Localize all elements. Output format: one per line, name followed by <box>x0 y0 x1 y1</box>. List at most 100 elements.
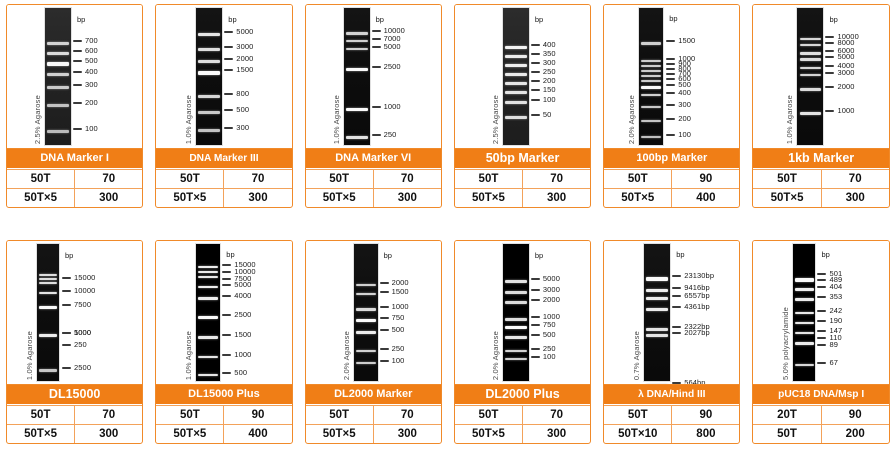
gel-band <box>38 278 58 280</box>
bp-header-label: bp <box>669 14 678 23</box>
ladder-tick <box>530 99 540 101</box>
ladder-tick <box>224 109 234 111</box>
product-card-dna-marker-iii[interactable]: 1.0% Agarose bp 5000 3000 2000 1500 800 500 300 D… <box>155 4 293 208</box>
spec-price: 200 <box>845 428 865 440</box>
ladder-tick <box>666 73 676 75</box>
gel-band <box>504 301 527 304</box>
ladder-tick <box>666 63 676 65</box>
product-card-1kb-marker[interactable]: 1.0% Agarose bp 10000 8000 6000 5000 4000 3000 2… <box>752 4 890 208</box>
bp-header-label: bp <box>383 251 392 260</box>
spec-row: 50T×5 300 <box>753 188 889 207</box>
product-card-dl2000-marker[interactable]: 2.0% Agarose bp 2000 1500 1000 750 500 250 100 DL… <box>304 240 442 444</box>
gel-band <box>641 94 662 97</box>
ladder-tick <box>666 134 676 136</box>
ladder-tick <box>371 66 381 68</box>
spec-row: 50T×5 300 <box>7 188 143 207</box>
gel-band <box>47 104 69 107</box>
ladder-tick <box>817 337 827 339</box>
ladder-tick <box>222 334 232 336</box>
product-title: 1kb Marker <box>753 148 889 169</box>
product-card-dl15000[interactable]: 1.0% Agarose bp 15000 10000 7500 5000 2500 1000… <box>6 240 144 444</box>
ladder-tick <box>817 273 827 275</box>
product-card-dna-marker-vi[interactable]: 1.0% Agarose bp 10000 7000 5000 2500 1000 250 DN… <box>304 4 442 208</box>
product-card-100bp-marker[interactable]: 2.0% Agarose bp 1500 1000 900 800 700 600 500 400… <box>603 4 741 208</box>
ladder-label: 250 <box>542 343 556 353</box>
marker-catalog-grid: 2.5% Agarose bp 700 600 500 400 300 200 100 DNA M… <box>6 4 890 444</box>
gel-percent-label: 1.0% Agarose <box>184 94 194 144</box>
spec-price: 300 <box>547 192 567 204</box>
ladder-label: 1000 <box>74 327 92 337</box>
ladder-tick <box>672 306 682 308</box>
spec-price: 800 <box>696 428 716 440</box>
gel-percent-label: 1.0% Agarose <box>331 94 341 144</box>
gel-band <box>47 86 69 89</box>
spec-price: 70 <box>400 173 414 185</box>
ladder-label: 800 <box>236 88 250 98</box>
ladder-label: 10000 <box>74 285 96 295</box>
product-title: DL2000 Plus <box>454 384 591 405</box>
spec-row: 50T 70 <box>156 169 292 188</box>
spec-row: 50T 200 <box>753 424 889 443</box>
gel-band <box>799 88 822 91</box>
ladder-label: 2500 <box>383 61 401 71</box>
spec-row: 50T 90 <box>604 405 740 424</box>
gel-image-dl15000-plus: 1.0% Agarose bp 15000 10000 7500 5000 4000 2500… <box>156 241 292 384</box>
spec-row: 50T 90 <box>156 405 292 424</box>
ladder-label: 4361bp <box>684 301 710 311</box>
spec-price: 400 <box>696 192 716 204</box>
ladder-label: 100 <box>542 351 556 361</box>
ladder-label: 500 <box>678 79 692 89</box>
ladder-label: 2000 <box>236 53 254 63</box>
ladder-label: 400 <box>678 87 692 97</box>
ladder-tick <box>825 56 835 58</box>
ladder-tick <box>530 114 540 116</box>
product-card-dl15000-plus[interactable]: 1.0% Agarose bp 15000 10000 7500 5000 4000 2500… <box>155 240 293 444</box>
ladder-tick <box>817 330 827 332</box>
gel-band <box>504 358 527 361</box>
spec-row: 50T×5 300 <box>7 424 143 443</box>
gel-band <box>646 334 669 337</box>
gel-band <box>504 291 527 294</box>
ladder-tick <box>530 80 540 82</box>
gel-band <box>355 319 376 323</box>
spec-size: 50T <box>455 406 524 424</box>
spec-row: 50T 70 <box>305 169 441 188</box>
ladder-label: 250 <box>383 129 397 139</box>
product-title: DL2000 Marker <box>305 384 441 405</box>
spec-size: 50T <box>306 170 374 188</box>
gel-band <box>355 331 376 334</box>
gel-band <box>504 73 527 76</box>
product-title: λ DNA/Hind III <box>604 384 740 405</box>
ladder-label: 15000 <box>234 259 256 269</box>
bp-header-label: bp <box>534 251 544 260</box>
gel-band <box>795 312 814 315</box>
product-card-50bp-marker[interactable]: 2.5% Agarose bp 400 350 300 250 200 150 100 50 50b… <box>453 4 592 208</box>
product-card-puc18-dna-msp-i[interactable]: 5.0% polyacrylamide bp 501 489 404 353 242 190 1… <box>752 240 890 444</box>
ladder-label: 10000 <box>234 266 256 276</box>
ladder-tick <box>222 295 232 297</box>
spec-size: 50T <box>156 406 225 424</box>
gel-image-dna-marker-i: 2.5% Agarose bp 700 600 500 400 300 200 100 <box>7 5 143 148</box>
ladder-label: 150 <box>542 84 556 94</box>
gel-band <box>799 58 822 61</box>
product-card-dl2000-plus[interactable]: 2.0% Agarose bp 5000 3000 2000 1000 750 500 250 1… <box>453 240 592 444</box>
gel-band <box>799 52 822 55</box>
gel-band <box>795 332 814 335</box>
gel-band <box>795 278 814 282</box>
spec-row: 50T×5 300 <box>156 188 292 207</box>
product-card-lambda-dna-hind-iii[interactable]: 0.7% Agarose bp 23130bp 9416bp 6557bp 4361bp 2… <box>603 240 741 444</box>
gel-band <box>198 316 219 320</box>
gel-band <box>198 48 221 51</box>
gel-band <box>198 286 219 289</box>
bp-header-label: bp <box>375 15 384 24</box>
ladder-label: 700 <box>678 68 692 78</box>
ladder-tick <box>62 332 71 334</box>
gel-band <box>799 112 822 115</box>
spec-row: 50T 70 <box>753 169 889 188</box>
product-card-dna-marker-i[interactable]: 2.5% Agarose bp 700 600 500 400 300 200 100 DNA M… <box>6 4 144 208</box>
ladder-tick <box>666 104 676 106</box>
spec-size: 50T <box>604 170 673 188</box>
bp-header-label: bp <box>228 15 237 24</box>
ladder-label: 8000 <box>837 37 855 47</box>
ladder-tick <box>672 326 682 328</box>
